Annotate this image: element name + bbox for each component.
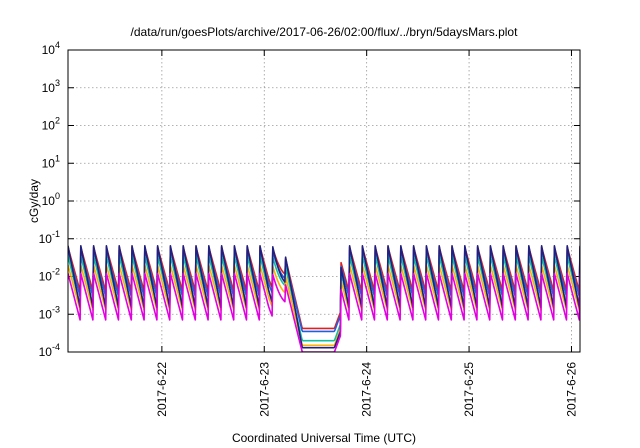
series-line-6 [68, 272, 580, 352]
y-tick-label: 100 [42, 191, 60, 208]
series-line-5 [68, 245, 580, 349]
y-tick-label: 101 [42, 153, 60, 170]
y-tick-exponent: -4 [52, 342, 60, 352]
y-tick-base: 10 [42, 119, 56, 133]
x-tick-label: 2017-6-23 [257, 362, 271, 417]
x-axis: 2017-6-22 2017-6-23 2017-6-24 2017-6-25 2017… [155, 50, 578, 417]
x-tick-label: 2017-6-25 [462, 362, 476, 417]
y-tick-exponent: 1 [55, 153, 60, 163]
y-tick-base: 10 [39, 270, 53, 284]
y-tick-base: 10 [39, 307, 53, 321]
y-tick-exponent: -2 [52, 267, 60, 277]
y-tick-label: 102 [42, 116, 60, 133]
y-tick-base: 10 [39, 232, 53, 246]
series-line-4 [68, 264, 580, 347]
y-tick-base: 10 [42, 43, 56, 57]
y-tick-exponent: 3 [55, 78, 60, 88]
series-line-1 [68, 246, 580, 330]
y-tick-label: 10-4 [39, 342, 60, 359]
plot-area [68, 245, 580, 352]
y-tick-label: 104 [42, 40, 60, 57]
y-tick-exponent: 0 [55, 191, 60, 201]
plot-frame [67, 49, 581, 353]
x-tick-label: 2017-6-26 [564, 362, 578, 417]
x-tick-label: 2017-6-22 [155, 362, 169, 417]
y-tick-label: 10-3 [39, 304, 60, 321]
y-tick-exponent: 2 [55, 116, 60, 126]
y-tick-base: 10 [42, 81, 56, 95]
y-tick-exponent: -1 [52, 229, 60, 239]
x-tick-label: 2017-6-24 [360, 362, 374, 417]
x-axis-label: Coordinated Universal Time (UTC) [232, 431, 416, 445]
y-tick-label: 10-2 [39, 267, 60, 284]
y-tick-label: 10-1 [39, 229, 60, 246]
y-tick-base: 10 [42, 156, 56, 170]
y-tick-label: 103 [42, 78, 60, 95]
y-axis-label: cGy/day [27, 179, 41, 223]
chart-title: /data/run/goesPlots/archive/2017-06-26/0… [131, 25, 519, 39]
y-tick-exponent: 4 [55, 40, 60, 50]
y-tick-base: 10 [42, 194, 56, 208]
y-tick-exponent: -3 [52, 304, 60, 314]
y-tick-base: 10 [39, 345, 53, 359]
